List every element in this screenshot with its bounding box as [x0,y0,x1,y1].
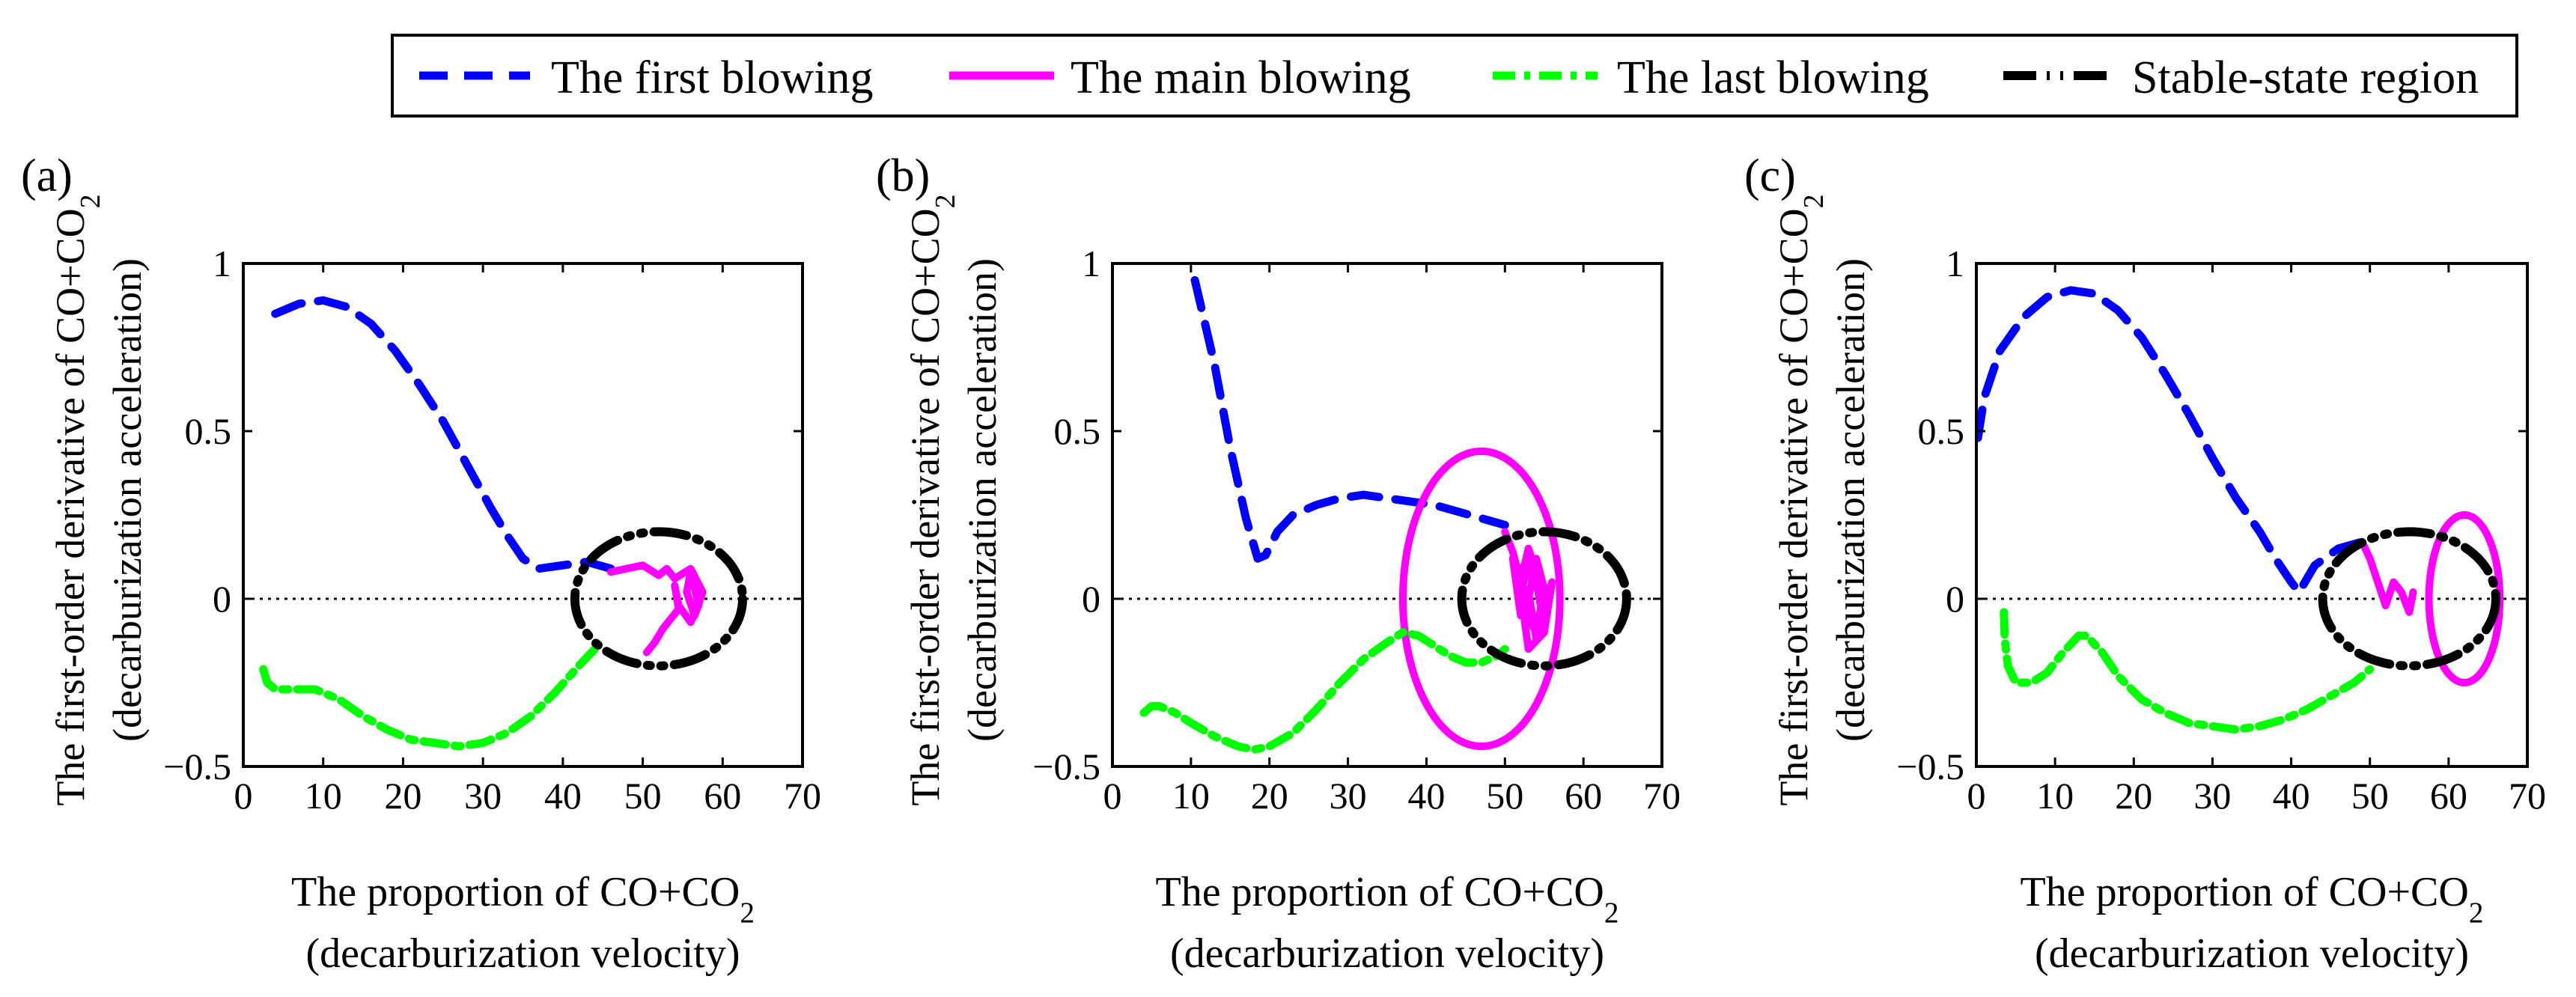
panel-b-xtick-label: 10 [1172,775,1210,817]
panel-a-plot-area [259,296,747,751]
panel-c-ylabel-line2: (decarburization acceleration) [1828,258,1873,742]
panel-c-xtick-label: 30 [2193,775,2231,817]
panel-a-xtick-label: 60 [704,775,741,817]
panel-b-xtick-label: 70 [1643,775,1681,817]
panel-a-ylabel-line2: (decarburization acceleration) [105,258,150,742]
panel-a-ytick-label: −0.5 [163,746,231,787]
panel-a-ytick-label: 0 [213,578,231,620]
panel-b-ytick-label: 0 [1082,578,1100,620]
panel-c-series-the-last-blowing-3 [2000,608,2375,734]
panel-b-series-the-main-blowing-2 [1501,528,1556,653]
panel-c-xtick-label: 20 [2115,775,2152,817]
panel-a-xtick-label: 30 [464,775,502,817]
panel-c-xlabel-line2: (decarburization velocity) [2035,930,2469,977]
panel-b-ytick-label: 1 [1082,243,1100,284]
panel-b-series-the-main-blowing-1 [1398,447,1564,751]
panel-c-ylabel-line1: The first-order derivative of CO+CO2 [1771,194,1830,805]
legend-label-main-blowing: The main blowing [1071,52,1411,103]
panel-b-xlabel-line1: The proportion of CO+CO2 [1156,869,1619,929]
panel-b-xtick-label: 0 [1103,775,1122,817]
panel-c-series-the-main-blowing-1 [2358,537,2417,616]
panel-b-ytick-label: 0.5 [1054,410,1101,452]
panel-b-label: (b) [876,150,930,201]
panel-b-series-the-last-blowing-3 [1139,628,1509,754]
panel-a-xlabel-line2: (decarburization velocity) [306,930,740,977]
panel-a-ytick-label: 1 [213,243,231,284]
panel-a-xtick-label: 40 [544,775,582,817]
panel-a-xtick-label: 10 [305,775,342,817]
panel-a-xtick-label: 20 [384,775,421,817]
panel-b-axes-frame [1111,262,1663,768]
legend-box [391,34,2518,118]
panel-b-plot-area [1139,275,1631,754]
panel-b-series-stable-state-region-4 [1457,527,1631,671]
panel-a-ytick-label: 0.5 [185,410,232,452]
panel-c-xtick-label: 50 [2351,775,2389,817]
panel-c-xtick-label: 40 [2273,775,2310,817]
legend-label-stable-state: Stable-state region [2132,52,2479,103]
panel-a-xlabel-line1: The proportion of CO+CO2 [291,869,755,929]
panel-c-ytick-label: −0.5 [1896,746,1964,787]
panel-c-ytick-label: 1 [1946,243,1964,284]
legend-label-first-blowing: The first blowing [551,52,874,103]
legend-label-last-blowing: The last blowing [1617,52,1929,103]
panel-a-series-stable-state-region-3 [570,527,747,671]
panel-a-xtick-label: 0 [234,775,253,817]
panel-c-label: (c) [1744,150,1796,201]
panel-c-xtick-label: 0 [1967,775,1986,817]
panel-b-ylabel-line1: The first-order derivative of CO+CO2 [903,194,961,805]
panel-b-ylabel-line2: (decarburization acceleration) [960,258,1005,742]
panel-a-ylabel-line1: The first-order derivative of CO+CO2 [48,194,106,805]
panel-b-xtick-label: 40 [1407,775,1445,817]
panel-b-xtick-label: 30 [1330,775,1367,817]
panel-a-series-the-last-blowing-2 [259,644,599,751]
panel-c-xlabel-line1: The proportion of CO+CO2 [2021,869,2484,929]
legend: The first blowing The main blowing The l… [391,34,2518,118]
panel-c-xtick-label: 70 [2509,775,2546,817]
panel-c-ytick-label: 0.5 [1918,410,1965,452]
panel-c-xtick-label: 60 [2430,775,2467,817]
panel-a-axes-frame [242,262,804,768]
panel-b-xtick-label: 20 [1251,775,1288,817]
panel-c-series-the-first-blowing-0 [1976,286,2366,597]
panel-c-series-stable-state-region-4 [2318,527,2500,671]
panel-c-xtick-label: 10 [2036,775,2074,817]
panel-a-series-the-main-blowing-1 [606,561,707,656]
panel-a-xtick-label: 50 [624,775,662,817]
panel-c-plot-area [1976,286,2504,734]
panel-b-xtick-label: 60 [1565,775,1602,817]
panel-b-ytick-label: −0.5 [1032,746,1100,787]
panel-a-xtick-label: 70 [784,775,821,817]
panel-a-series-the-first-blowing-0 [271,296,615,573]
panel-b-xtick-label: 50 [1486,775,1523,817]
panel-b-xlabel-line2: (decarburization velocity) [1170,930,1604,977]
panel-c-axes-frame [1975,262,2529,768]
panel-a-label: (a) [21,150,73,201]
panel-c-ytick-label: 0 [1946,578,1964,620]
panel-b-series-the-first-blowing-0 [1190,275,1509,563]
